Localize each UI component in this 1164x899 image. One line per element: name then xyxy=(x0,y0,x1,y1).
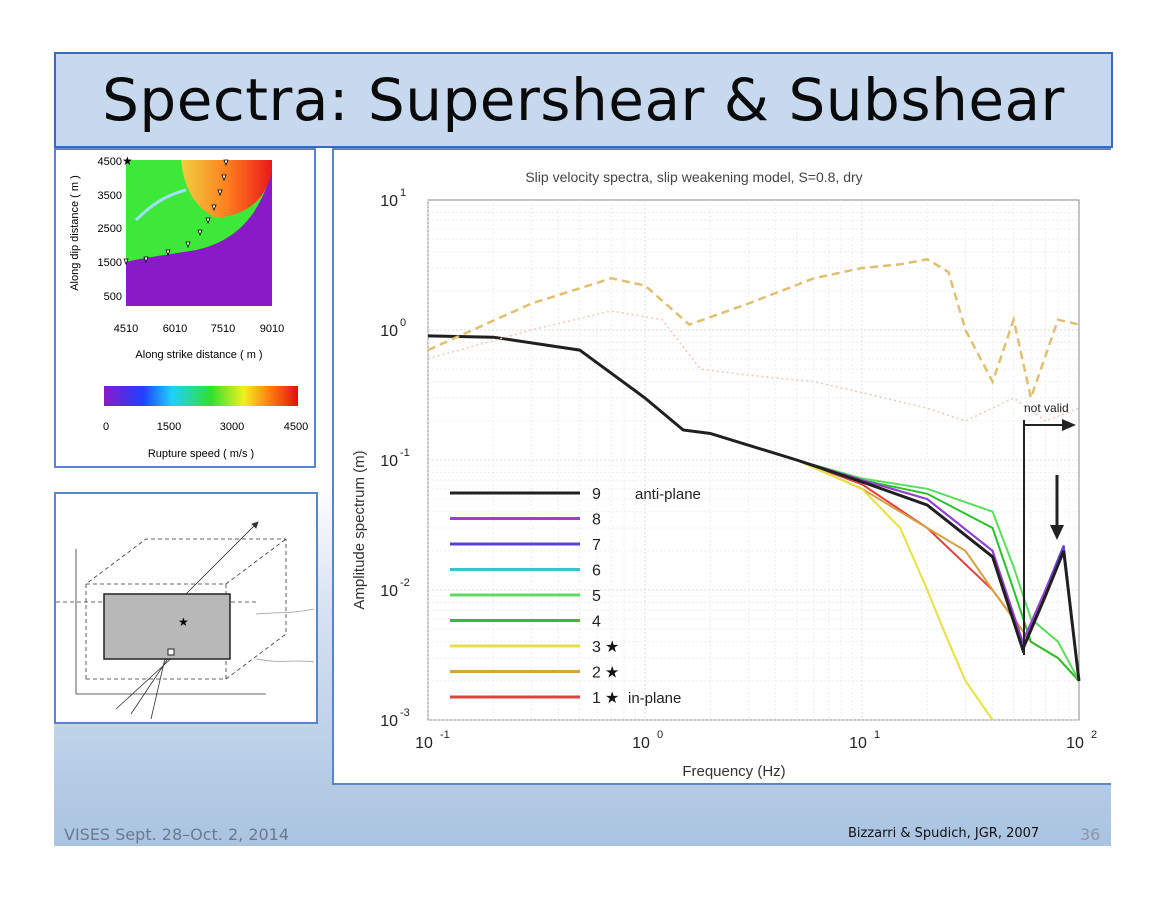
colorbar-label: Rupture speed ( m/s ) xyxy=(148,448,254,460)
legend-star-icon: ★ xyxy=(605,639,619,656)
x-tick-label: 10 xyxy=(849,735,867,752)
chart-xlabel: Frequency (Hz) xyxy=(682,763,785,780)
map-xlabel: Along strike distance ( m ) xyxy=(135,349,262,361)
y-tick-label: 10 xyxy=(380,193,398,210)
map-xtick: 4510 xyxy=(114,323,138,335)
title-bar: Spectra: Supershear & Subshear xyxy=(54,52,1113,148)
spectra-chart: Slip velocity spectra, slip weakening mo… xyxy=(351,169,1097,780)
legend-number: 1 xyxy=(592,690,601,707)
rupture-speed-map: ★ 4500 3500 2500 1500 500 Along dip dist… xyxy=(69,154,308,460)
legend-number: 5 xyxy=(592,588,601,605)
peak-arrowhead xyxy=(1050,525,1064,540)
station-markers xyxy=(123,159,229,266)
fault-geometry-sketch: ★ xyxy=(56,521,315,720)
x-tick-label: 10 xyxy=(1066,735,1084,752)
not-valid-label: not valid xyxy=(1024,401,1069,415)
map-xtick: 7510 xyxy=(211,323,235,335)
y-tick-label: 10 xyxy=(380,453,398,470)
colorbar-tick: 3000 xyxy=(220,421,244,433)
legend-number: 6 xyxy=(592,563,601,580)
chart-ylabel: Amplitude spectrum (m) xyxy=(351,450,368,609)
map-ytick: 1500 xyxy=(98,257,122,269)
slide-title: Spectra: Supershear & Subshear xyxy=(102,66,1065,134)
series-line xyxy=(427,257,1080,403)
y-tick-exponent: 0 xyxy=(400,317,406,329)
map-ylabel: Along dip distance ( m ) xyxy=(69,175,81,291)
series-line xyxy=(427,334,1081,682)
y-tick-label: 10 xyxy=(380,713,398,730)
chart-grid xyxy=(427,199,1080,721)
map-xtick: 9010 xyxy=(260,323,284,335)
colorbar-tick: 4500 xyxy=(284,421,308,433)
spectra-chart-panel: Slip velocity spectra, slip weakening mo… xyxy=(332,148,1111,785)
x-tick-exponent: 2 xyxy=(1091,729,1097,741)
legend-number: 2 xyxy=(592,665,601,682)
x-tick-exponent: 0 xyxy=(657,729,663,741)
x-tick-label: 10 xyxy=(632,735,650,752)
hypocenter-star: ★ xyxy=(178,615,189,629)
x-tick-exponent: 1 xyxy=(874,729,880,741)
map-ytick: 500 xyxy=(104,291,122,303)
legend-number: 4 xyxy=(592,614,601,631)
x-tick-exponent: -1 xyxy=(440,729,450,741)
legend-note: anti-plane xyxy=(635,486,701,503)
y-tick-label: 10 xyxy=(380,583,398,600)
map-ytick: 3500 xyxy=(98,190,122,202)
legend-number: 3 xyxy=(592,639,601,656)
legend-note: in-plane xyxy=(628,690,681,707)
map-ytick: 4500 xyxy=(98,156,122,168)
footer-citation: Bizzarri & Spudich, JGR, 2007 xyxy=(848,826,1040,841)
y-tick-exponent: -2 xyxy=(400,577,410,589)
colorbar-tick: 1500 xyxy=(157,421,181,433)
y-tick-exponent: -3 xyxy=(400,707,410,719)
colorbar xyxy=(104,386,298,406)
star-marker: ★ xyxy=(122,154,133,168)
footer-conference: VISES Sept. 28–Oct. 2, 2014 xyxy=(64,825,290,844)
map-ytick: 2500 xyxy=(98,223,122,235)
map-contour xyxy=(134,188,187,222)
rupture-speed-map-panel: ★ 4500 3500 2500 1500 500 Along dip dist… xyxy=(54,148,316,468)
not-valid-arrowhead xyxy=(1062,419,1076,431)
map-xtick: 6010 xyxy=(163,323,187,335)
fault-geometry-panel: ★ xyxy=(54,492,318,724)
legend-number: 7 xyxy=(592,537,601,554)
fault-plane xyxy=(103,593,231,660)
y-tick-exponent: 1 xyxy=(400,187,406,199)
x-tick-label: 10 xyxy=(415,735,433,752)
map-supershear-region xyxy=(181,160,272,218)
legend-number: 9 xyxy=(592,486,601,503)
legend-star-icon: ★ xyxy=(605,665,619,682)
not-valid-annotation: not valid xyxy=(1023,401,1076,655)
y-tick-label: 10 xyxy=(380,323,398,340)
y-tick-exponent: -1 xyxy=(400,447,410,459)
colorbar-tick: 0 xyxy=(103,421,109,433)
station-square xyxy=(167,648,175,656)
legend-star-icon: ★ xyxy=(605,690,619,707)
chart-title: Slip velocity spectra, slip weakening mo… xyxy=(525,169,862,185)
page-number: 36 xyxy=(1080,825,1101,844)
legend-number: 8 xyxy=(592,512,601,529)
